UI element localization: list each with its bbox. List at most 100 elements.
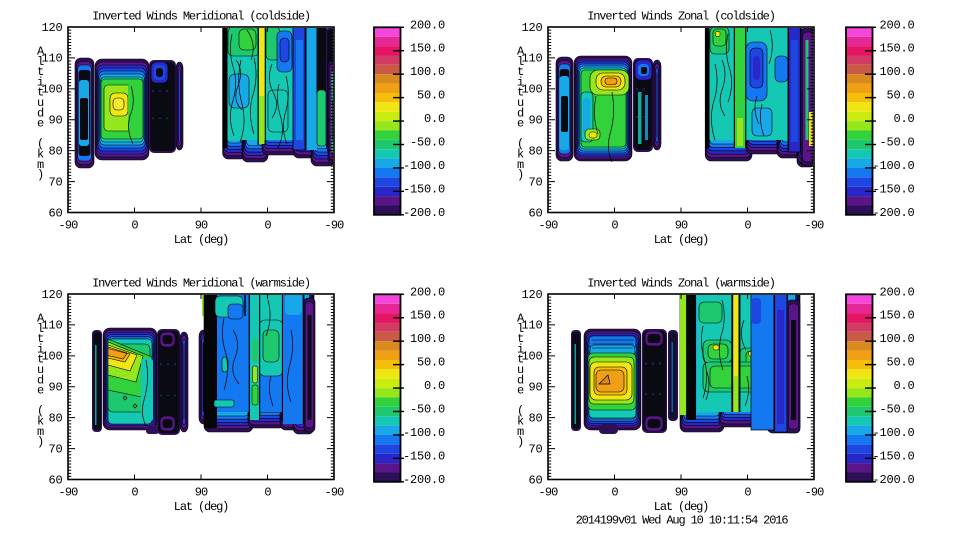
svg-text:60: 60: [528, 473, 542, 487]
svg-text:2014199v01 Wed Aug 10 10:11:54: 2014199v01 Wed Aug 10 10:11:54 2016: [576, 514, 789, 528]
svg-text:-50.0: -50.0: [410, 136, 445, 150]
svg-text:l: l: [517, 55, 524, 69]
svg-text:(: (: [37, 404, 43, 418]
svg-text:90: 90: [675, 486, 688, 500]
svg-text:A: A: [37, 45, 45, 59]
svg-text:0.0: 0.0: [893, 379, 914, 393]
svg-text:A: A: [37, 312, 45, 326]
svg-text:0: 0: [264, 219, 271, 233]
svg-text:u: u: [37, 363, 44, 377]
svg-text:Inverted Winds Meridional (war: Inverted Winds Meridional (warmside): [92, 277, 310, 291]
svg-text:0.0: 0.0: [893, 112, 914, 126]
svg-text:70: 70: [528, 442, 542, 456]
svg-text:90: 90: [48, 114, 62, 128]
svg-text:0.0: 0.0: [424, 379, 445, 393]
svg-text:90: 90: [48, 381, 62, 395]
svg-text:A: A: [517, 312, 525, 326]
svg-text:100.0: 100.0: [410, 332, 445, 346]
svg-text:80: 80: [528, 412, 542, 426]
svg-text:-200.0: -200.0: [872, 473, 914, 487]
svg-text:80: 80: [528, 145, 542, 159]
svg-text:-150.0: -150.0: [403, 449, 445, 463]
svg-text:-50.0: -50.0: [879, 403, 914, 417]
svg-text:t: t: [37, 353, 43, 367]
svg-text:t: t: [517, 86, 523, 100]
svg-text:Lat (deg): Lat (deg): [174, 500, 228, 514]
svg-text:m: m: [37, 158, 44, 172]
svg-text:d: d: [37, 106, 44, 120]
svg-text:(: (: [517, 137, 523, 151]
svg-text:u: u: [517, 96, 524, 110]
svg-text:150.0: 150.0: [879, 42, 914, 56]
svg-text:i: i: [37, 75, 44, 89]
svg-text:i: i: [517, 342, 524, 356]
svg-text:-200.0: -200.0: [403, 206, 445, 220]
svg-text:120: 120: [41, 288, 62, 302]
svg-text:-200.0: -200.0: [872, 206, 914, 220]
svg-text:Inverted Winds Zonal (warmside: Inverted Winds Zonal (warmside): [587, 277, 775, 291]
svg-text:200.0: 200.0: [410, 285, 445, 299]
svg-text:e: e: [517, 117, 524, 131]
svg-text:l: l: [517, 322, 524, 336]
svg-text:100: 100: [41, 350, 62, 364]
svg-text:70: 70: [48, 175, 62, 189]
svg-text:t: t: [517, 353, 523, 367]
svg-text:-150.0: -150.0: [403, 182, 445, 196]
svg-text:110: 110: [521, 319, 542, 333]
svg-text:50.0: 50.0: [417, 356, 445, 370]
svg-text:0.0: 0.0: [424, 112, 445, 126]
svg-text:t: t: [517, 65, 523, 79]
svg-text:d: d: [37, 373, 44, 387]
svg-text:90: 90: [195, 219, 208, 233]
svg-text:200.0: 200.0: [410, 18, 445, 32]
svg-text:60: 60: [48, 206, 62, 220]
svg-text:-200.0: -200.0: [403, 473, 445, 487]
svg-text:50.0: 50.0: [417, 89, 445, 103]
svg-text:): ): [37, 168, 43, 182]
svg-text:A: A: [517, 45, 525, 59]
svg-text:k: k: [37, 148, 44, 162]
svg-text:t: t: [37, 332, 43, 346]
svg-text:90: 90: [675, 219, 688, 233]
svg-text:-100.0: -100.0: [872, 426, 914, 440]
svg-text:120: 120: [41, 21, 62, 35]
svg-text:90: 90: [528, 114, 542, 128]
svg-text:60: 60: [48, 473, 62, 487]
svg-text:): ): [517, 435, 523, 449]
svg-text:150.0: 150.0: [879, 309, 914, 323]
svg-text:-90: -90: [539, 486, 559, 500]
svg-text:): ): [517, 168, 523, 182]
svg-text:u: u: [517, 363, 524, 377]
svg-text:80: 80: [48, 412, 62, 426]
svg-text:80: 80: [48, 145, 62, 159]
svg-text:50.0: 50.0: [886, 89, 914, 103]
svg-text:120: 120: [521, 21, 542, 35]
svg-text:0: 0: [131, 486, 138, 500]
svg-text:0: 0: [611, 486, 618, 500]
svg-text:90: 90: [195, 486, 208, 500]
svg-text:50.0: 50.0: [886, 356, 914, 370]
svg-text:-100.0: -100.0: [872, 159, 914, 173]
svg-text:m: m: [517, 158, 524, 172]
svg-text:l: l: [37, 322, 44, 336]
svg-text:110: 110: [521, 52, 542, 66]
svg-text:0: 0: [744, 219, 751, 233]
svg-text:-90: -90: [59, 219, 79, 233]
svg-text:-50.0: -50.0: [410, 403, 445, 417]
svg-text:t: t: [517, 332, 523, 346]
svg-text:150.0: 150.0: [410, 42, 445, 56]
svg-text:Lat (deg): Lat (deg): [174, 233, 228, 247]
svg-text:0: 0: [131, 219, 138, 233]
svg-text:e: e: [517, 384, 524, 398]
svg-text:Lat (deg): Lat (deg): [654, 500, 708, 514]
svg-text:u: u: [37, 96, 44, 110]
svg-text:100.0: 100.0: [879, 332, 914, 346]
svg-text:k: k: [517, 148, 524, 162]
svg-text:200.0: 200.0: [879, 18, 914, 32]
svg-text:m: m: [517, 425, 524, 439]
svg-text:0: 0: [264, 486, 271, 500]
svg-text:100: 100: [521, 83, 542, 97]
svg-text:k: k: [517, 415, 524, 429]
svg-text:(: (: [37, 137, 43, 151]
svg-text:m: m: [37, 425, 44, 439]
